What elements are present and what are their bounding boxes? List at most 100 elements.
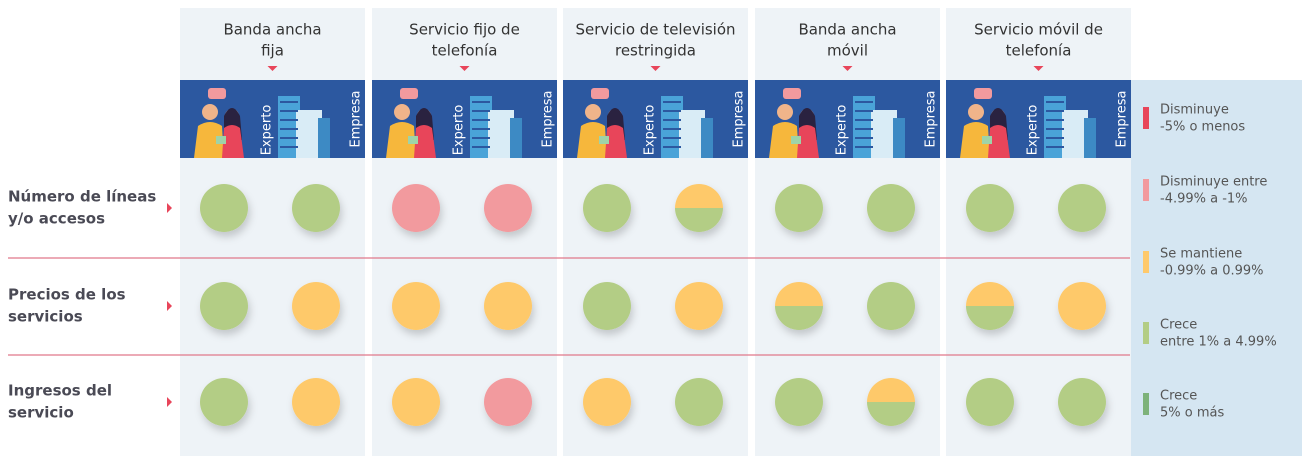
status-fill [484,378,532,426]
legend-label: -4.99% a -1% [1160,192,1248,207]
speech-bubble [974,88,992,99]
image-label: Empresa [349,91,364,148]
person-head [202,104,218,120]
person-body [988,125,1010,158]
speech-bubble [783,88,801,99]
status-circle [392,184,440,232]
status-fill [200,282,248,330]
status-fill [1058,378,1106,426]
status-fill [966,184,1014,232]
status-fill [867,184,915,232]
person-head [394,104,410,120]
person-body [414,125,436,158]
device [408,136,418,144]
status-top-half [775,282,823,306]
status-circle [484,378,532,426]
illustration: Experto Empresa [755,80,940,158]
building [1062,110,1088,158]
status-circle [966,282,1014,330]
person-body [960,122,990,158]
status-circle [484,282,532,330]
status-circle [966,378,1014,426]
person-body [797,125,819,158]
speech-bubble [208,88,226,99]
legend-swatch [1143,251,1149,273]
legend-label: -0.99% a 0.99% [1160,264,1264,279]
status-circle [867,378,915,426]
image-label: Experto [1026,105,1041,156]
column-header: Servicio fijo de [409,21,520,39]
row-label: y/o accesos [8,210,105,228]
speech-bubble [591,88,609,99]
row-label: servicios [8,308,83,326]
image-label: Empresa [732,91,747,148]
legend-label: 5% o más [1160,406,1224,421]
status-bottom-half [675,208,723,232]
status-circle [292,282,340,330]
status-circle [200,378,248,426]
status-circle [1058,184,1106,232]
status-fill [200,184,248,232]
status-circle [392,282,440,330]
status-circle [484,184,532,232]
status-top-half [675,184,723,208]
status-fill [867,282,915,330]
status-fill [675,378,723,426]
legend-swatch [1143,179,1149,201]
status-fill [200,378,248,426]
status-fill [583,378,631,426]
building [488,110,514,158]
status-fill [392,282,440,330]
building [893,118,905,158]
status-fill [583,282,631,330]
person-body [386,122,416,158]
status-circle [292,184,340,232]
image-label: Experto [452,105,467,156]
row-label: Ingresos del [8,382,112,400]
building [510,118,522,158]
header-caret [650,66,661,71]
speech-bubble [400,88,418,99]
person-head [777,104,793,120]
image-label: Experto [835,105,850,156]
status-circle [867,184,915,232]
status-fill [392,184,440,232]
status-top-half [867,378,915,402]
status-circle [675,378,723,426]
building [701,118,713,158]
legend-label: -5% o menos [1160,120,1245,135]
person-body [222,125,244,158]
column-header: restringida [615,42,696,60]
status-top-half [966,282,1014,306]
status-bottom-half [775,306,823,330]
status-circle [583,184,631,232]
status-circle [675,184,723,232]
person-body [577,122,607,158]
column-header: telefonía [432,42,498,60]
status-circle [775,282,823,330]
status-fill [1058,184,1106,232]
legend-label: entre 1% a 4.99% [1160,335,1277,350]
status-fill [675,282,723,330]
status-circle [583,378,631,426]
illustration: Experto Empresa [946,80,1131,158]
illustration: Experto Empresa [563,80,748,158]
device [216,136,226,144]
legend-label: Se mantiene [1160,247,1242,262]
row-caret [167,301,172,311]
legend-label: Crece [1160,318,1197,333]
device [791,136,801,144]
legend-panel [1130,80,1302,456]
header-caret [459,66,470,71]
status-fill [292,184,340,232]
status-fill [1058,282,1106,330]
person-body [769,122,799,158]
image-label: Empresa [924,91,939,148]
legend-label: Disminuye [1160,103,1229,118]
person-head [585,104,601,120]
status-circle [675,282,723,330]
building [871,110,897,158]
column-header: Banda ancha [798,21,896,39]
